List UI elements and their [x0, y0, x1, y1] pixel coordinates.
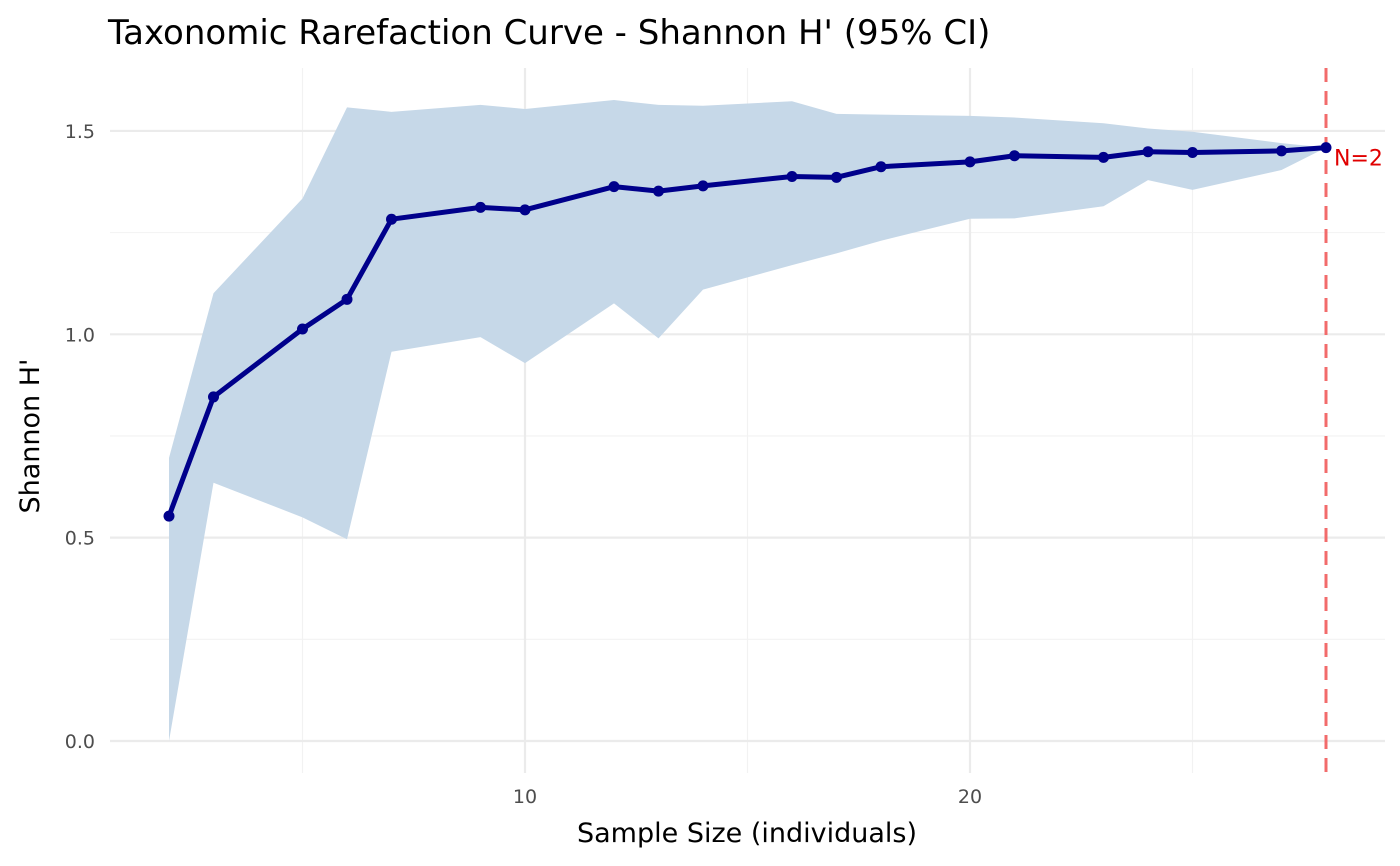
- data-point: [519, 204, 531, 216]
- annotations: N=2: [1334, 147, 1383, 172]
- y-tick-label: 1.0: [65, 324, 95, 346]
- x-tick-labels: 10 20: [513, 786, 982, 808]
- y-tick-label: 0.0: [65, 731, 95, 753]
- data-point: [964, 156, 976, 168]
- series-line-layer: [166, 145, 1327, 517]
- x-axis-label: Sample Size (individuals): [577, 818, 917, 849]
- data-point: [1276, 145, 1287, 157]
- data-point: [1187, 147, 1198, 159]
- y-tick-label: 1.5: [65, 121, 95, 143]
- data-point: [1142, 146, 1154, 158]
- y-tick-label: 0.5: [65, 528, 95, 550]
- data-point: [386, 213, 397, 225]
- data-point: [608, 181, 620, 193]
- data-point: [875, 161, 887, 173]
- chart-title: Taxonomic Rarefaction Curve - Shannon H'…: [107, 13, 990, 53]
- data-point: [831, 171, 842, 183]
- data-point: [1009, 150, 1020, 162]
- data-point: [163, 510, 175, 522]
- series-line: [166, 145, 1327, 517]
- y-axis-label: Shannon H': [15, 359, 46, 514]
- data-point: [653, 185, 664, 197]
- y-tick-labels: 0.0 0.5 1.0 1.5: [65, 121, 95, 753]
- series-points-layer: [163, 142, 1332, 522]
- x-tick-label: 20: [958, 786, 982, 808]
- annotation-label: N=2: [1334, 147, 1383, 172]
- x-tick-label: 10: [513, 786, 537, 808]
- data-point: [297, 323, 308, 335]
- confidence-band: [169, 100, 1326, 742]
- data-point: [208, 391, 219, 403]
- data-point: [1320, 142, 1332, 154]
- data-point: [697, 180, 709, 192]
- data-point: [786, 171, 798, 183]
- data-point: [1098, 151, 1109, 163]
- data-point: [475, 201, 486, 213]
- confidence-band-layer: [169, 100, 1326, 742]
- data-point: [341, 293, 353, 305]
